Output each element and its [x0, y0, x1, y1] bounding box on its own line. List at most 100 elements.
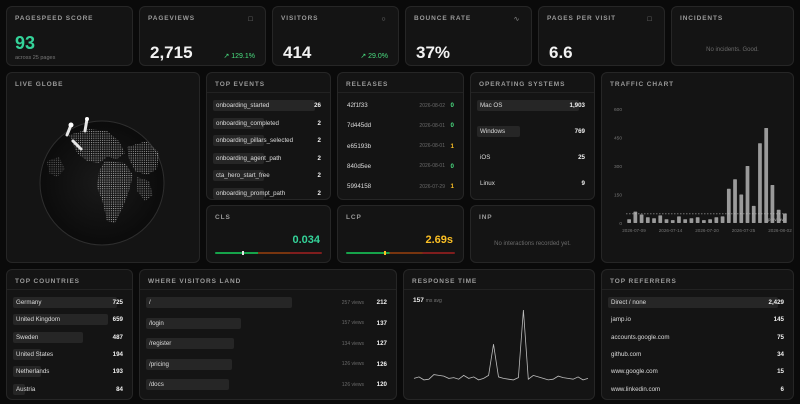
card-title: TOP COUNTRIES [15, 278, 80, 285]
traffic-bar[interactable] [627, 219, 631, 223]
landing-row[interactable]: /login 157 views 137 [146, 317, 390, 329]
os-bar [477, 100, 580, 111]
landing-label: /docs [149, 381, 164, 388]
response-summary: 157 ms avg [413, 297, 442, 304]
traffic-bar[interactable] [745, 166, 750, 223]
referrer-row[interactable]: www.linkedin.com 6 [608, 384, 787, 395]
traffic-bar[interactable] [695, 217, 700, 223]
referrer-row[interactable]: accounts.google.com 75 [608, 332, 787, 343]
os-row[interactable]: Windows 769 [477, 126, 588, 137]
inp-card[interactable]: INP No interactions recorded yet. [470, 205, 595, 263]
globe-map[interactable] [7, 91, 200, 261]
traffic-bar[interactable] [689, 218, 694, 223]
lcp-card[interactable]: LCP 2.69s [337, 205, 464, 263]
card-title: RELEASES [346, 81, 389, 88]
traffic-bar[interactable] [770, 185, 775, 223]
incidents-message: No incidents. Good. [706, 47, 759, 53]
card-title: INP [479, 214, 493, 221]
referrer-row[interactable]: jamp.io 145 [608, 314, 787, 325]
landing-value: 212 [376, 299, 387, 306]
os-row[interactable]: iOS 25 [477, 152, 588, 163]
traffic-bar[interactable] [677, 216, 681, 223]
release-row[interactable]: 42f1f33 2026-08-02 0 [344, 100, 457, 111]
event-row[interactable]: cta_hero_start_free 2 [213, 170, 324, 181]
country-row[interactable]: United Kingdom 659 [13, 314, 126, 326]
release-row[interactable]: 7d445dd 2026-08-01 0 [344, 120, 457, 131]
pulse-icon: ∿ [513, 16, 520, 23]
referrer-bar [608, 297, 779, 308]
pagespeed-card[interactable]: PAGESPEED SCORE 93 across 25 pages [6, 6, 133, 66]
os-row[interactable]: Mac OS 1,903 [477, 100, 588, 111]
landing-pages-card[interactable]: WHERE VISITORS LAND / 257 views 212/login 1… [139, 269, 397, 400]
top-events-card[interactable]: TOP EVENTS onboarding_started 26 onboardin… [206, 72, 331, 200]
cls-card[interactable]: CLS 0.034 [206, 205, 331, 263]
operating-systems-card[interactable]: OPERATING SYSTEMS Mac OS 1,903 Windows 769 i… [470, 72, 595, 200]
pages-icon: □ [647, 16, 652, 23]
traffic-bar[interactable] [726, 188, 731, 223]
response-chart[interactable] [404, 304, 595, 400]
release-row[interactable]: 5994158 2026-07-29 1 [344, 181, 457, 192]
bounce-rate-card[interactable]: BOUNCE RATE ∿ 37% [405, 6, 532, 66]
country-row[interactable]: Germany 725 [13, 297, 126, 308]
live-globe-card[interactable]: LIVE GLOBE [6, 72, 200, 263]
referrer-row[interactable]: github.com 34 [608, 349, 787, 360]
traffic-bar[interactable] [764, 128, 769, 223]
landing-row[interactable]: /register 134 views 127 [146, 338, 390, 349]
pages-per-visit-card[interactable]: PAGES PER VISIT □ 6.6 [538, 6, 665, 66]
traffic-bar[interactable] [708, 219, 712, 223]
response-time-card[interactable]: RESPONSE TIME 157 ms avg [403, 269, 595, 400]
pageviews-value: 2,715 [150, 43, 193, 62]
traffic-bar[interactable] [645, 217, 650, 223]
lcp-gauge [346, 251, 455, 255]
country-row[interactable]: Netherlands 193 [13, 366, 126, 378]
event-row[interactable]: onboarding_pillars_selected 2 [213, 135, 324, 146]
visitors-card[interactable]: VISITORS ○ 414 ↗ 29.0% [272, 6, 399, 66]
traffic-bar[interactable] [670, 220, 675, 223]
traffic-bar[interactable] [776, 209, 781, 223]
event-row[interactable]: onboarding_agent_path 2 [213, 152, 324, 164]
landing-row[interactable]: /pricing 126 views 126 [146, 358, 390, 370]
event-row[interactable]: onboarding_completed 2 [213, 117, 324, 129]
top-countries-card[interactable]: TOP COUNTRIES Germany 725 United Kingdom 65… [6, 269, 133, 400]
os-row[interactable]: Linux 9 [477, 178, 588, 189]
traffic-chart[interactable]: 600 450 300 150 0 prev. avg 2026-07-09 2026-07-… [602, 91, 794, 261]
traffic-chart-card[interactable]: TRAFFIC CHART 600 450 300 150 0 prev. avg 2026… [601, 72, 794, 263]
traffic-bar[interactable] [652, 218, 656, 223]
event-row[interactable]: onboarding_prompt_path 2 [213, 187, 324, 199]
traffic-bar[interactable] [633, 211, 638, 223]
traffic-bar[interactable] [751, 205, 756, 223]
x-tick-label: 2026-07-25 [732, 228, 756, 233]
release-issues: 1 [450, 142, 454, 150]
pageviews-card[interactable]: PAGEVIEWS □ 2,715 ↗ 129.1% [139, 6, 266, 66]
traffic-bar[interactable] [714, 217, 719, 223]
traffic-bar[interactable] [683, 219, 688, 223]
traffic-bar[interactable] [783, 213, 787, 224]
traffic-bar[interactable] [639, 214, 644, 223]
landing-row[interactable]: /docs 126 views 120 [146, 379, 390, 390]
event-bar [213, 135, 265, 146]
referrer-row[interactable]: Direct / none 2,429 [608, 297, 787, 308]
cls-gauge [215, 251, 322, 255]
referrer-row[interactable]: www.google.com 15 [608, 366, 787, 377]
landing-row[interactable]: / 257 views 212 [146, 297, 390, 308]
traffic-bar[interactable] [758, 143, 762, 223]
country-row[interactable]: United States 194 [13, 348, 126, 360]
country-label: Sweden [16, 333, 39, 341]
traffic-bar[interactable] [720, 216, 725, 223]
country-row[interactable]: Austria 84 [13, 383, 126, 395]
traffic-bar[interactable] [664, 219, 669, 223]
traffic-bar[interactable] [739, 194, 744, 224]
incidents-card[interactable]: INCIDENTS No incidents. Good. [671, 6, 794, 66]
top-referrers-card[interactable]: TOP REFERRERS Direct / none 2,429 jamp.io 1… [601, 269, 794, 400]
country-value: 194 [112, 350, 123, 358]
country-row[interactable]: Sweden 487 [13, 331, 126, 343]
traffic-bar[interactable] [733, 179, 737, 223]
release-row[interactable]: 840d5ee 2026-08-01 0 [344, 161, 457, 172]
release-row[interactable]: e65193b 2026-08-01 1 [344, 141, 457, 152]
traffic-bar[interactable] [702, 220, 706, 223]
releases-card[interactable]: RELEASES 42f1f33 2026-08-02 0 7d445dd 2026-0… [337, 72, 464, 200]
landing-bar [146, 297, 293, 308]
traffic-bar[interactable] [658, 215, 663, 223]
event-row[interactable]: onboarding_started 26 [213, 100, 324, 111]
event-value: 2 [317, 189, 321, 197]
